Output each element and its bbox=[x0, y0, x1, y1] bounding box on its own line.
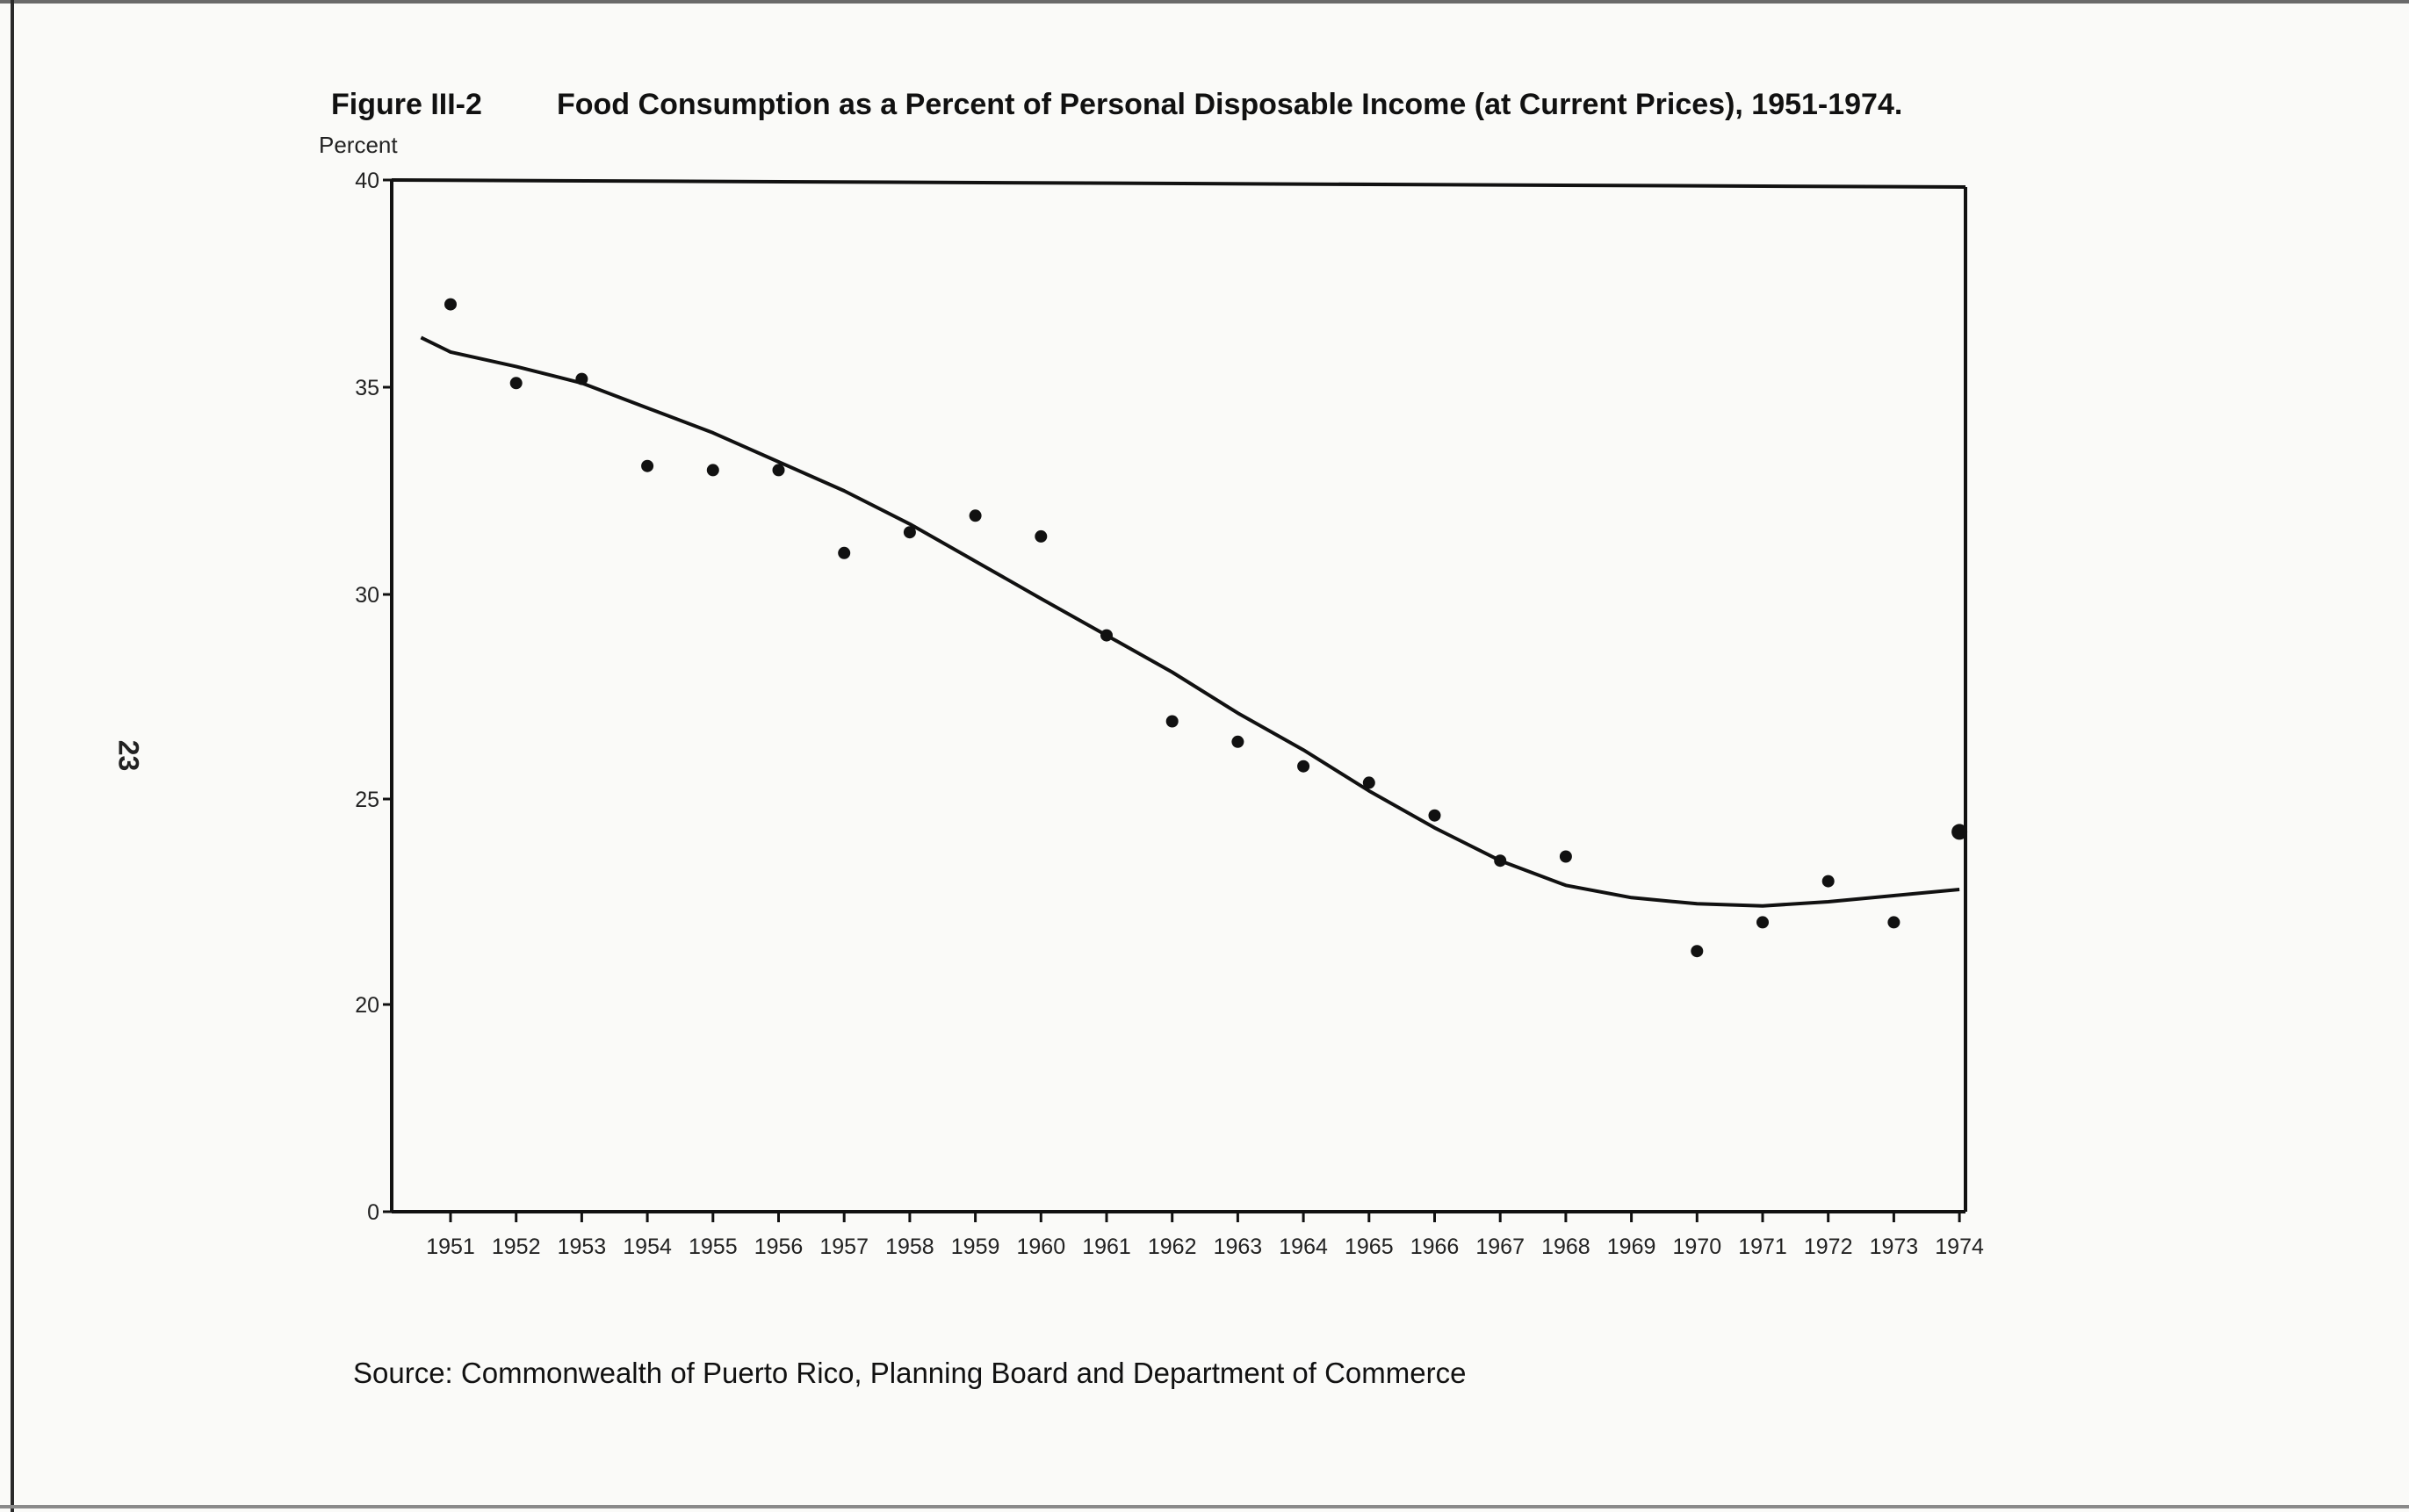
left-edge-rule bbox=[11, 0, 14, 1512]
source-note: Source: Commonwealth of Puerto Rico, Pla… bbox=[353, 1357, 1467, 1389]
x-tick-label: 1973 bbox=[1870, 1235, 1919, 1259]
trend-line bbox=[420, 335, 1960, 908]
x-tick-label: 1952 bbox=[492, 1235, 541, 1259]
data-point-1967 bbox=[1494, 854, 1507, 868]
data-point-1963 bbox=[1231, 735, 1244, 748]
data-point-1956 bbox=[772, 464, 785, 477]
chart-title: Food Consumption as a Percent of Persona… bbox=[557, 88, 1903, 121]
data-point-1964 bbox=[1297, 760, 1310, 773]
data-point-1959 bbox=[969, 509, 982, 522]
x-tick-label: 1961 bbox=[1082, 1235, 1131, 1259]
data-point-1968 bbox=[1559, 850, 1572, 863]
data-point-1974 bbox=[1951, 824, 1968, 840]
data-point-1971 bbox=[1756, 916, 1769, 929]
x-tick-label: 1968 bbox=[1541, 1235, 1590, 1259]
data-point-1961 bbox=[1100, 629, 1113, 642]
x-tick-label: 1964 bbox=[1279, 1235, 1328, 1259]
x-tick-label: 1965 bbox=[1345, 1235, 1394, 1259]
x-tick-label: 1958 bbox=[885, 1235, 934, 1259]
x-tick-label: 1970 bbox=[1672, 1235, 1721, 1259]
x-tick-label: 1967 bbox=[1475, 1235, 1525, 1259]
x-tick-label: 1953 bbox=[558, 1235, 607, 1259]
data-point-1960 bbox=[1035, 529, 1048, 543]
data-point-1951 bbox=[444, 298, 457, 311]
data-point-1965 bbox=[1362, 776, 1375, 789]
x-tick-label: 1974 bbox=[1935, 1235, 1984, 1259]
data-point-1955 bbox=[706, 464, 719, 477]
y-tick-label: 25 bbox=[355, 788, 379, 812]
data-point-1953 bbox=[575, 372, 588, 385]
bottom-edge-rule bbox=[0, 1505, 2409, 1508]
data-point-1972 bbox=[1821, 875, 1835, 888]
y-tick-label: 30 bbox=[355, 583, 379, 608]
data-point-1954 bbox=[641, 459, 654, 472]
x-tick-label: 1963 bbox=[1214, 1235, 1263, 1259]
y-tick-label: 0 bbox=[367, 1200, 379, 1225]
x-tick-label: 1956 bbox=[754, 1235, 804, 1259]
figure-label: Figure III-2 bbox=[331, 88, 482, 121]
x-tick-label: 1954 bbox=[623, 1235, 672, 1259]
x-tick-label: 1957 bbox=[819, 1235, 869, 1259]
x-tick-label: 1962 bbox=[1148, 1235, 1197, 1259]
data-point-1973 bbox=[1887, 916, 1901, 929]
x-tick-label: 1969 bbox=[1607, 1235, 1656, 1259]
x-tick-label: 1951 bbox=[426, 1235, 475, 1259]
data-point-1957 bbox=[838, 546, 851, 559]
y-tick-label: 40 bbox=[355, 169, 379, 193]
x-tick-label: 1971 bbox=[1738, 1235, 1787, 1259]
y-tick-label: 35 bbox=[355, 376, 379, 400]
x-tick-label: 1966 bbox=[1410, 1235, 1460, 1259]
x-tick-label: 1972 bbox=[1804, 1235, 1853, 1259]
y-axis-label: Percent bbox=[319, 132, 398, 158]
y-tick-label: 20 bbox=[355, 993, 379, 1018]
top-edge-rule bbox=[0, 0, 2409, 4]
x-tick-label: 1960 bbox=[1016, 1235, 1065, 1259]
data-point-1970 bbox=[1691, 945, 1704, 958]
data-point-1958 bbox=[903, 526, 916, 539]
data-point-1966 bbox=[1428, 809, 1441, 822]
x-tick-label: 1955 bbox=[689, 1235, 738, 1259]
plot-top-border bbox=[391, 178, 1966, 189]
data-point-1952 bbox=[509, 377, 523, 390]
data-point-1962 bbox=[1165, 715, 1179, 728]
x-tick-label: 1959 bbox=[951, 1235, 1000, 1259]
